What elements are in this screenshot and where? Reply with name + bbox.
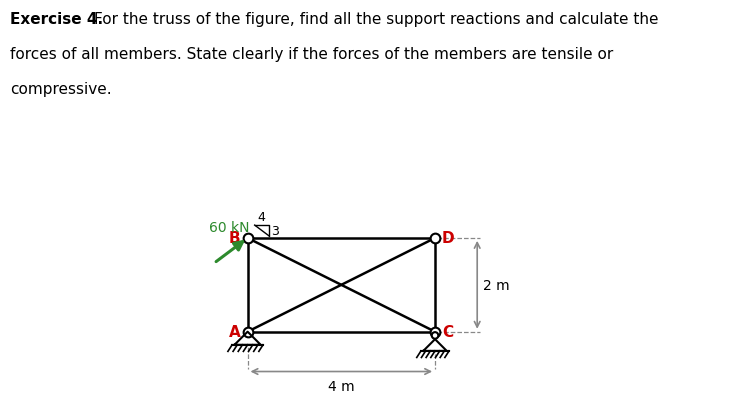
Text: Exercise 4.: Exercise 4. [10,12,103,27]
Text: 2 m: 2 m [483,278,510,292]
Circle shape [432,333,439,339]
Text: D: D [442,231,455,246]
Text: 4 m: 4 m [328,379,355,393]
Polygon shape [424,339,447,351]
Text: B: B [229,231,240,246]
Text: For the truss of the figure, find all the support reactions and calculate the: For the truss of the figure, find all th… [94,12,659,27]
Text: 60 kN: 60 kN [208,221,249,235]
Text: C: C [442,324,454,339]
Polygon shape [235,332,260,345]
Text: 3: 3 [271,224,279,237]
Text: A: A [229,324,240,339]
Text: 4: 4 [257,210,266,223]
Text: forces of all members. State clearly if the forces of the members are tensile or: forces of all members. State clearly if … [10,47,613,62]
Text: compressive.: compressive. [10,82,112,97]
